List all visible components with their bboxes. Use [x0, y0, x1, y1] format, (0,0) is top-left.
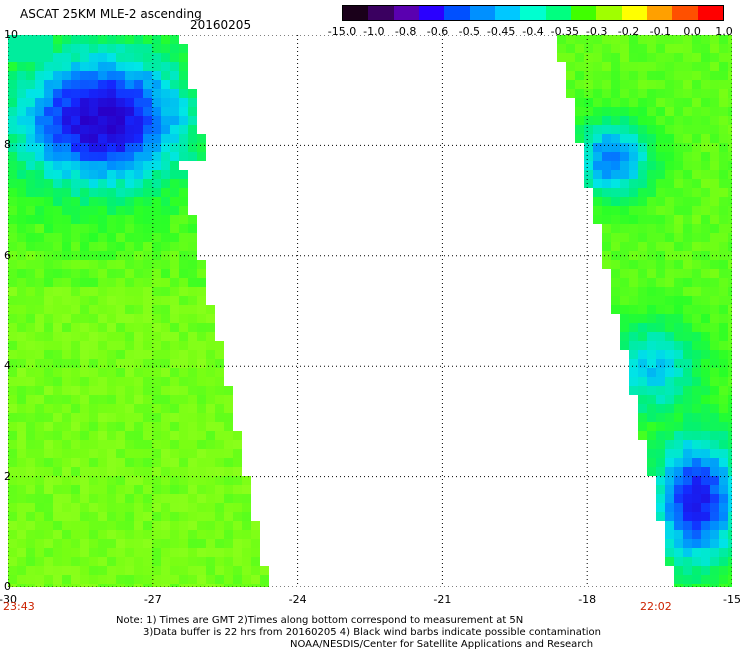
colorbar-tick-label: -0.4 [522, 25, 544, 38]
x-tick-label: -15 [723, 593, 740, 606]
start-time-label: 23:43 [3, 600, 35, 613]
x-tick-label: -30 [0, 593, 17, 606]
y-tick-label: 2 [4, 469, 11, 483]
swath-map [8, 35, 732, 587]
y-tick-label: 10 [4, 28, 18, 41]
product-title: ASCAT 25KM MLE-2 ascending [20, 7, 202, 21]
note-line-3: NOAA/NESDIS/Center for Satellite Applica… [290, 639, 594, 650]
x-tick-label: -27 [143, 593, 162, 606]
colorbar-tick-label: -0.2 [617, 25, 640, 38]
colorbar-segment [697, 6, 723, 20]
x-tick-label: -18 [578, 593, 597, 606]
colorbar-segment [368, 6, 394, 20]
product-date: 20160205 [190, 18, 252, 32]
colorbar-segment [596, 6, 622, 20]
colorbar-segment [621, 6, 647, 20]
note-line-2: 3)Data buffer is 22 hrs from 20160205 4)… [143, 627, 601, 638]
colorbar [342, 5, 724, 21]
colorbar-segment [545, 6, 571, 20]
colorbar-segment [570, 6, 597, 20]
y-tick-label: 6 [4, 248, 11, 262]
x-tick-label: -21 [433, 593, 452, 606]
colorbar-segment [393, 6, 419, 20]
map-plot-area [8, 35, 732, 587]
y-tick-label: 8 [4, 138, 11, 152]
colorbar-segment [343, 6, 369, 20]
note-line-1: Note: 1) Times are GMT 2)Times along bot… [116, 615, 524, 626]
colorbar-segment [494, 6, 521, 20]
colorbar-segment [469, 6, 495, 20]
colorbar-segment [646, 6, 673, 20]
y-tick-label: 4 [4, 359, 11, 373]
x-tick-label: -24 [288, 593, 307, 606]
colorbar-tick-label: -0.5 [458, 25, 481, 38]
colorbar-tick-label: -0.35 [550, 25, 580, 38]
colorbar-segment [418, 6, 445, 20]
colorbar-segment [672, 6, 698, 20]
colorbar-tick-label: -0.3 [585, 25, 608, 38]
colorbar-tick-label: -0.1 [649, 25, 672, 38]
colorbar-segment [520, 6, 546, 20]
colorbar-tick-label: -15.0 [327, 25, 357, 38]
end-time-label: 22:02 [640, 600, 672, 613]
y-tick-label: 0 [4, 580, 11, 593]
colorbar-segment [444, 6, 470, 20]
